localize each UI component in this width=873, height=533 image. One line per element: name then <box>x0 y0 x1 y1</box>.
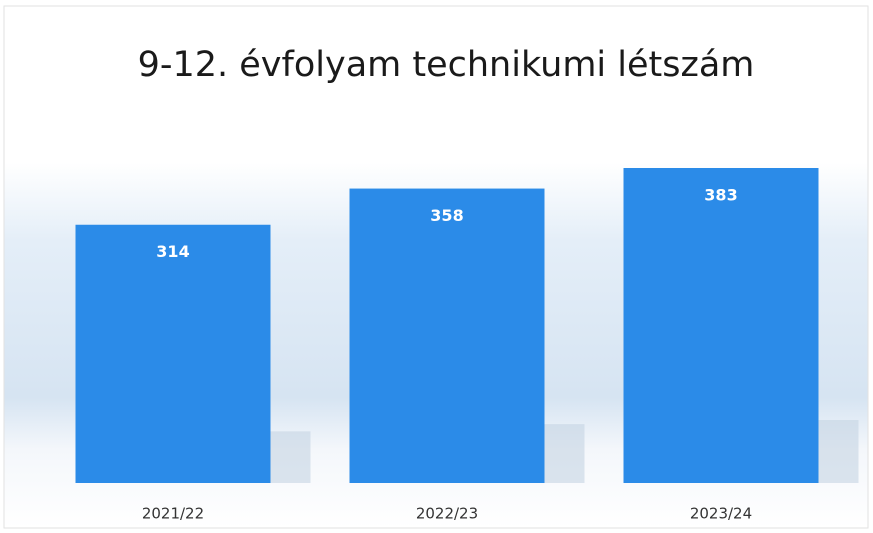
bar-shadow <box>544 424 585 483</box>
data-label: 314 <box>156 242 189 261</box>
chart-title: 9-12. évfolyam technikumi létszám <box>138 45 755 85</box>
bar <box>349 188 545 484</box>
x-tick-label: 2023/24 <box>690 505 752 523</box>
data-label: 383 <box>704 186 737 205</box>
bar <box>623 168 819 483</box>
x-tick-label: 2022/23 <box>416 505 478 523</box>
bar-shadow <box>818 420 859 483</box>
bar <box>75 224 271 484</box>
data-label: 358 <box>430 206 463 225</box>
bar-shadow <box>270 431 311 483</box>
x-tick-label: 2021/22 <box>142 505 204 523</box>
